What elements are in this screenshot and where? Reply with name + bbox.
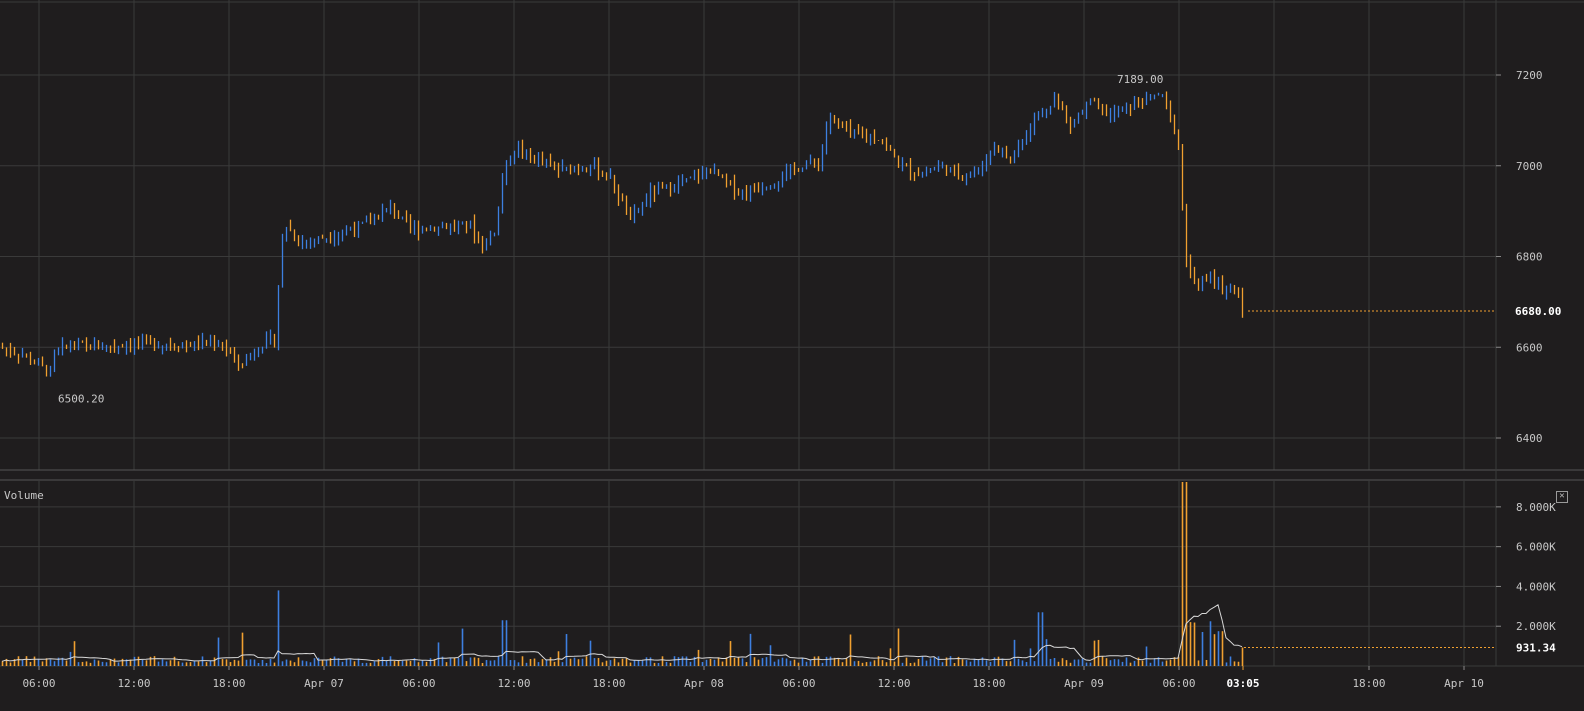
- volume-tick-label: 2.000K: [1516, 620, 1556, 633]
- time-tick-label: 12:00: [497, 677, 530, 690]
- volume-tick-label: 6.000K: [1516, 541, 1556, 554]
- low-annotation: 6500.20: [58, 393, 104, 406]
- close-icon[interactable]: ✕: [1556, 491, 1568, 503]
- volume-ma-line: [1, 604, 1243, 662]
- time-tick-label: Apr 10: [1444, 677, 1484, 690]
- time-tick-label: 12:00: [877, 677, 910, 690]
- time-tick-label: 03:05: [1226, 677, 1259, 690]
- time-tick-label: 18:00: [1352, 677, 1385, 690]
- price-tick-label: 6800: [1516, 251, 1543, 264]
- last-price-label: 6680.00: [1515, 305, 1561, 318]
- volume-series[interactable]: [1, 481, 1244, 666]
- time-tick-label: 18:00: [212, 677, 245, 690]
- time-tick-label: Apr 07: [304, 677, 344, 690]
- volume-tick-label: 8.000K: [1516, 501, 1556, 514]
- time-tick-label: 06:00: [22, 677, 55, 690]
- grid-lines: [0, 0, 1584, 667]
- time-tick-label: Apr 08: [684, 677, 724, 690]
- time-tick-label: 12:00: [117, 677, 150, 690]
- time-tick-label: 18:00: [972, 677, 1005, 690]
- time-tick-label: 18:00: [592, 677, 625, 690]
- volume-pane-label: Volume: [4, 489, 44, 502]
- price-tick-label: 7000: [1516, 160, 1543, 173]
- last-volume-label: 931.34: [1516, 641, 1556, 654]
- time-axis[interactable]: 06:00 12:00 18:00 Apr 07 06:00 12:00 18:00 Apr …: [22, 666, 1484, 690]
- time-tick-label: 06:00: [782, 677, 815, 690]
- price-axis[interactable]: 6400 6600 6800 7000 7200 6680.00: [1496, 69, 1561, 445]
- price-tick-label: 6600: [1516, 341, 1543, 354]
- price-tick-label: 6400: [1516, 432, 1543, 445]
- time-tick-label: 06:00: [1162, 677, 1195, 690]
- time-tick-label: 06:00: [402, 677, 435, 690]
- high-annotation: 7189.00: [1117, 73, 1163, 86]
- time-tick-label: Apr 09: [1064, 677, 1104, 690]
- price-series[interactable]: [1, 91, 1244, 377]
- price-tick-label: 7200: [1516, 69, 1543, 82]
- volume-tick-label: 4.000K: [1516, 580, 1556, 593]
- volume-axis[interactable]: 2.000K 4.000K 6.000K 8.000K 931.34: [1496, 501, 1556, 655]
